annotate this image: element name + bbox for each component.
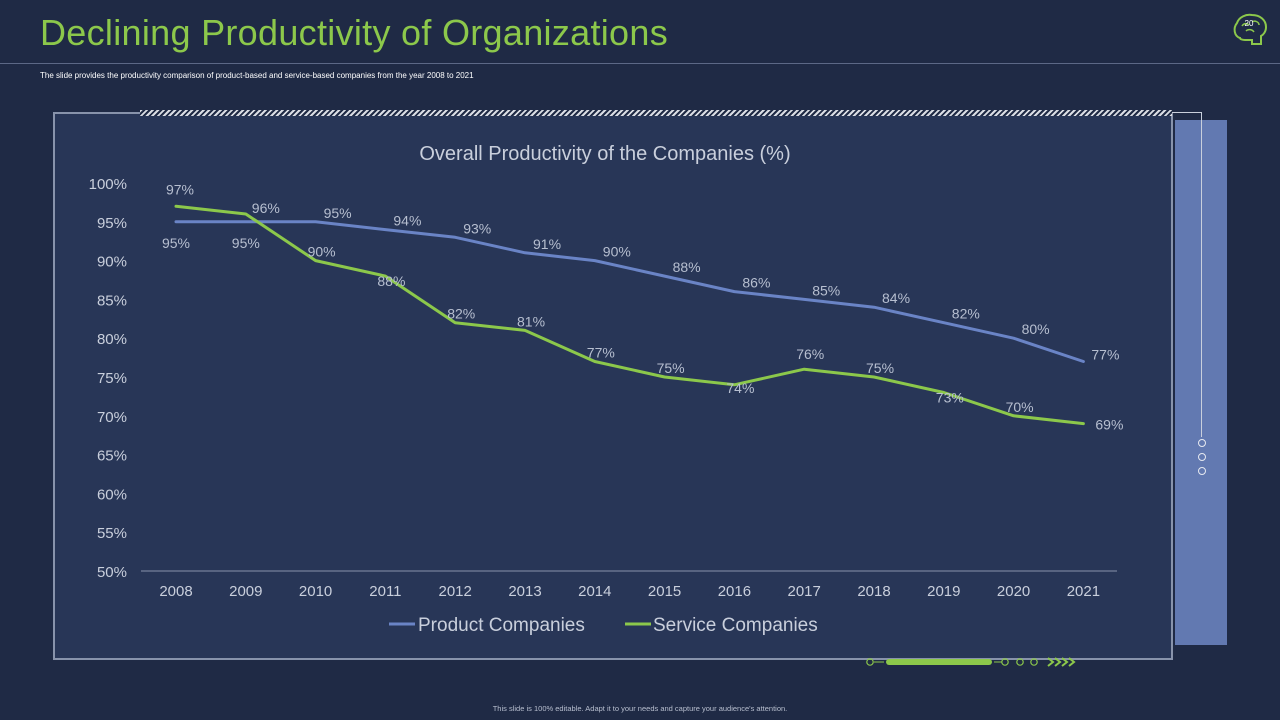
legend-label-product: Product Companies: [418, 615, 585, 636]
y-tick-label: 65%: [97, 448, 127, 465]
y-tick-label: 85%: [97, 292, 127, 309]
side-dot: [1198, 467, 1206, 475]
service-data-label: 73%: [936, 390, 964, 406]
y-tick-label: 75%: [97, 370, 127, 387]
product-data-label: 94%: [393, 213, 421, 229]
product-data-label: 91%: [533, 236, 561, 252]
service-data-label: 77%: [587, 344, 615, 360]
product-data-label: 95%: [324, 205, 352, 221]
progress-decoration: [866, 657, 1076, 667]
service-data-label: 75%: [866, 360, 894, 376]
product-data-label: 84%: [882, 290, 910, 306]
y-tick-label: 55%: [97, 525, 127, 542]
service-data-label: 69%: [1095, 417, 1123, 433]
service-data-label: 81%: [517, 313, 545, 329]
chart-title: Overall Productivity of the Companies (%…: [419, 143, 790, 165]
service-data-label: 76%: [796, 346, 824, 362]
side-connector: [1172, 112, 1202, 113]
product-data-label: 95%: [162, 235, 190, 251]
service-data-label: 88%: [377, 273, 405, 289]
x-tick-label: 2012: [439, 583, 472, 600]
product-data-label: 93%: [463, 220, 491, 236]
product-data-label: 90%: [603, 244, 631, 260]
x-tick-label: 2014: [578, 583, 611, 600]
product-data-label: 80%: [1022, 321, 1050, 337]
line-chart: Overall Productivity of the Companies (%…: [89, 143, 1124, 636]
service-data-label: 70%: [1006, 399, 1034, 415]
y-tick-label: 95%: [97, 215, 127, 232]
x-tick-label: 2017: [788, 583, 821, 600]
side-line: [1201, 112, 1202, 437]
service-data-label: 74%: [726, 380, 754, 396]
x-tick-label: 2019: [927, 583, 960, 600]
x-tick-label: 2009: [229, 583, 262, 600]
product-companies-line: [174, 220, 1085, 363]
service-data-label: 82%: [447, 306, 475, 322]
page-number: 20: [1244, 19, 1254, 28]
service-companies-line: [174, 204, 1085, 426]
product-data-label: 95%: [232, 235, 260, 251]
side-dot: [1198, 439, 1206, 447]
side-dot: [1198, 453, 1206, 461]
y-tick-label: 100%: [89, 176, 127, 193]
service-data-label: 75%: [657, 360, 685, 376]
product-data-label: 82%: [952, 306, 980, 322]
x-tick-label: 2020: [997, 583, 1030, 600]
y-tick-label: 90%: [97, 254, 127, 271]
product-data-label: 77%: [1091, 346, 1119, 362]
service-data-label: 96%: [252, 200, 280, 216]
y-tick-label: 70%: [97, 409, 127, 426]
slide-title: Declining Productivity of Organizations: [40, 12, 668, 53]
legend-label-service: Service Companies: [653, 615, 818, 636]
y-tick-label: 50%: [97, 564, 127, 581]
brain-head-icon: [1233, 13, 1268, 45]
footer-note: This slide is 100% editable. Adapt it to…: [492, 704, 788, 713]
x-tick-label: 2016: [718, 583, 751, 600]
slide-subtitle: The slide provides the productivity comp…: [40, 71, 474, 80]
product-data-label: 86%: [742, 275, 770, 291]
x-tick-label: 2015: [648, 583, 681, 600]
service-data-label: 97%: [166, 181, 194, 197]
x-tick-label: 2021: [1067, 583, 1100, 600]
chart-frame: [53, 112, 1173, 660]
hatch-decoration: [140, 110, 1172, 116]
title-divider: [0, 63, 1280, 64]
x-tick-label: 2013: [508, 583, 541, 600]
product-data-label: 85%: [812, 282, 840, 298]
x-tick-label: 2008: [159, 583, 192, 600]
y-tick-label: 60%: [97, 486, 127, 503]
service-data-label: 90%: [308, 244, 336, 260]
y-tick-label: 80%: [97, 331, 127, 348]
x-tick-label: 2010: [299, 583, 332, 600]
x-tick-label: 2018: [857, 583, 890, 600]
x-tick-label: 2011: [369, 583, 401, 600]
product-data-label: 88%: [673, 259, 701, 275]
